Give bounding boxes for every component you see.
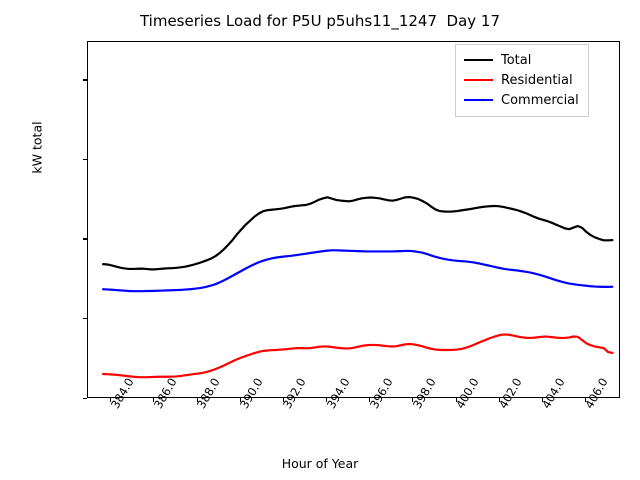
x-tick-mark: [584, 398, 587, 402]
x-tick-mark: [110, 398, 112, 402]
x-tick-mark: [326, 398, 328, 402]
x-tick-mark: [196, 398, 198, 402]
series-line-residential: [102, 333, 614, 379]
x-tick-mark: [412, 398, 414, 402]
x-tick-mark: [369, 398, 371, 402]
chart-legend: Total Residential Commercial: [455, 44, 589, 117]
chart-title: Timeseries Load for P5U p5uhs11_1247 Day…: [139, 12, 501, 30]
legend-color-swatch: [464, 59, 493, 61]
x-tick-mark: [455, 398, 457, 402]
legend-color-swatch: [464, 79, 493, 81]
legend-label: Residential: [501, 72, 573, 88]
legend-item[interactable]: Residential: [464, 70, 579, 90]
x-tick-mark: [282, 398, 284, 402]
y-tick-mark: [83, 317, 87, 320]
x-tick-mark: [541, 398, 543, 402]
x-tick-mark: [239, 398, 241, 402]
series-line-commercial: [102, 249, 614, 293]
x-tick-mark: [498, 398, 500, 402]
series-line-total: [102, 195, 614, 271]
x-tick-mark: [153, 398, 155, 402]
y-tick-mark: [83, 158, 87, 161]
y-axis-label: kW total: [29, 121, 45, 174]
legend-color-swatch: [464, 99, 493, 101]
legend-item[interactable]: Total: [464, 50, 579, 70]
y-tick-mark: [83, 79, 87, 81]
y-tick-mark: [83, 238, 87, 240]
plot-lines: [102, 195, 614, 379]
legend-label: Commercial: [501, 92, 579, 108]
legend-label: Total: [501, 52, 532, 68]
x-axis-label: Hour of Year: [281, 456, 359, 471]
legend-item[interactable]: Commercial: [464, 90, 579, 110]
y-tick-mark: [83, 397, 87, 399]
